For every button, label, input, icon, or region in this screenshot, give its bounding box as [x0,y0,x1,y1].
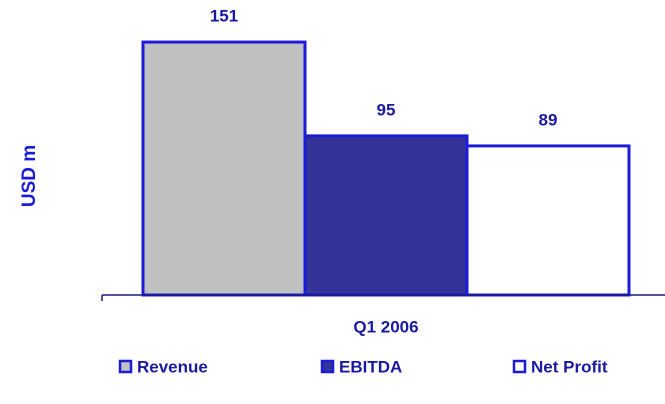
bar [141,40,307,297]
x-tick-label: Q1 2006 [353,317,418,336]
value-label: 89 [539,110,558,129]
value-label: 151 [210,7,238,26]
legend-label: EBITDA [339,357,402,376]
legend-label: Revenue [137,357,208,376]
legend-swatch [118,359,133,374]
y-axis-label: USD m [19,145,40,207]
bar [465,144,631,297]
legend-swatch [320,359,335,374]
legend-label: Net Profit [531,357,608,376]
bar [303,134,469,297]
legend-swatch [512,359,527,374]
value-label: 95 [377,100,396,119]
